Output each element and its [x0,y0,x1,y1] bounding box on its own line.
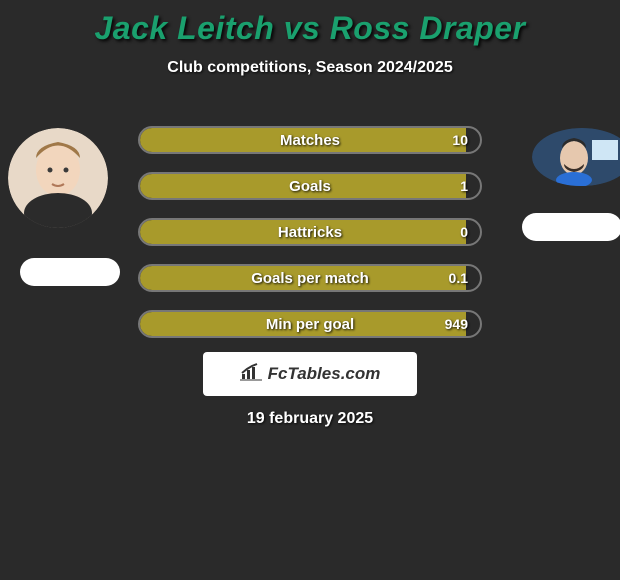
stat-bar-hattricks: Hattricks 0 [138,218,482,246]
player-right-avatar [532,128,620,186]
player-right-badge [522,213,620,241]
player-left-avatar [8,128,108,228]
stat-bar-goals-per-match: Goals per match 0.1 [138,264,482,292]
stat-bar-goals: Goals 1 [138,172,482,200]
stat-bar-label: Min per goal [140,312,480,336]
stat-bar-label: Goals [140,174,480,198]
comparison-subtitle: Club competitions, Season 2024/2025 [0,59,620,77]
stat-bar-matches: Matches 10 [138,126,482,154]
stat-bar-label: Goals per match [140,266,480,290]
player-left-badge [20,258,120,286]
stat-bar-label: Hattricks [140,220,480,244]
stat-bar-value: 0 [460,220,468,244]
branding-badge: FcTables.com [203,352,417,396]
branding-text: FcTables.com [268,364,381,384]
stat-bar-label: Matches [140,128,480,152]
stat-bar-value: 10 [452,128,468,152]
stat-bar-value: 949 [445,312,468,336]
stat-bars: Matches 10 Goals 1 Hattricks 0 Goals per… [138,126,482,356]
comparison-card: Jack Leitch vs Ross Draper Club competit… [0,0,620,580]
stat-bar-min-per-goal: Min per goal 949 [138,310,482,338]
comparison-title: Jack Leitch vs Ross Draper [0,10,620,47]
footer-date: 19 february 2025 [0,410,620,428]
stat-bar-value: 1 [460,174,468,198]
chart-icon [240,363,268,386]
stat-bar-value: 0.1 [449,266,468,290]
